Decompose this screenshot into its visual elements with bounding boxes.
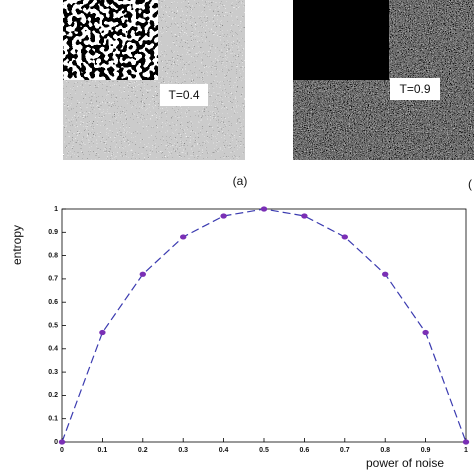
x-tick-label: 0.1 [98, 447, 108, 454]
y-tick-label: 0.6 [48, 299, 58, 306]
binary-image [63, 0, 158, 80]
marker [180, 234, 187, 240]
y-tick-label: 0 [54, 439, 58, 446]
panel-label: T=0.4 [168, 88, 199, 102]
y-tick-label: 0.5 [48, 322, 58, 329]
label-box [390, 78, 440, 100]
caption: (a) [233, 174, 248, 188]
y-tick-label: 0.2 [48, 392, 58, 399]
marker [462, 439, 470, 445]
x-tick-label: 0.2 [138, 447, 148, 454]
marker [301, 213, 308, 219]
line [61, 208, 467, 443]
y-axis-label: entropy [10, 225, 24, 265]
y-tick-label: 0.4 [48, 346, 58, 353]
marker [341, 234, 348, 240]
x-tick-label: 1 [464, 447, 468, 454]
x-tick-label: 0 [60, 447, 64, 454]
panel-left: T=0.4 [63, 0, 245, 160]
label-box [160, 84, 208, 106]
y-tick-label: 1 [54, 206, 58, 213]
marker [422, 329, 429, 336]
y-tick-label: 0.7 [48, 276, 58, 283]
x-tick-label: 0.4 [219, 447, 229, 454]
plot-frame [61, 208, 467, 443]
binary-image [293, 0, 389, 80]
marker [382, 271, 389, 277]
y-tick-label: 0.9 [48, 229, 58, 236]
marker [260, 206, 268, 212]
x-tick-label: 0.7 [340, 447, 350, 454]
y-tick-label: 0.8 [48, 252, 58, 259]
x-tick-label: 0.8 [380, 447, 390, 454]
marker [139, 271, 146, 277]
marker [58, 439, 66, 445]
x-tick-label: 0.5 [259, 447, 269, 454]
panel-label: T=0.9 [399, 82, 430, 96]
marker [220, 213, 227, 219]
x-tick-label: 0.3 [178, 447, 188, 454]
caption: ( [468, 177, 472, 191]
x-tick-label: 0.9 [421, 447, 431, 454]
y-tick-label: 0.1 [48, 416, 58, 423]
x-tick-label: 0.6 [300, 447, 310, 454]
x-axis-label: power of noise [366, 456, 444, 470]
panel-right: T=0.9 [293, 0, 474, 160]
marker [99, 329, 106, 336]
y-tick-label: 0.3 [48, 369, 58, 376]
